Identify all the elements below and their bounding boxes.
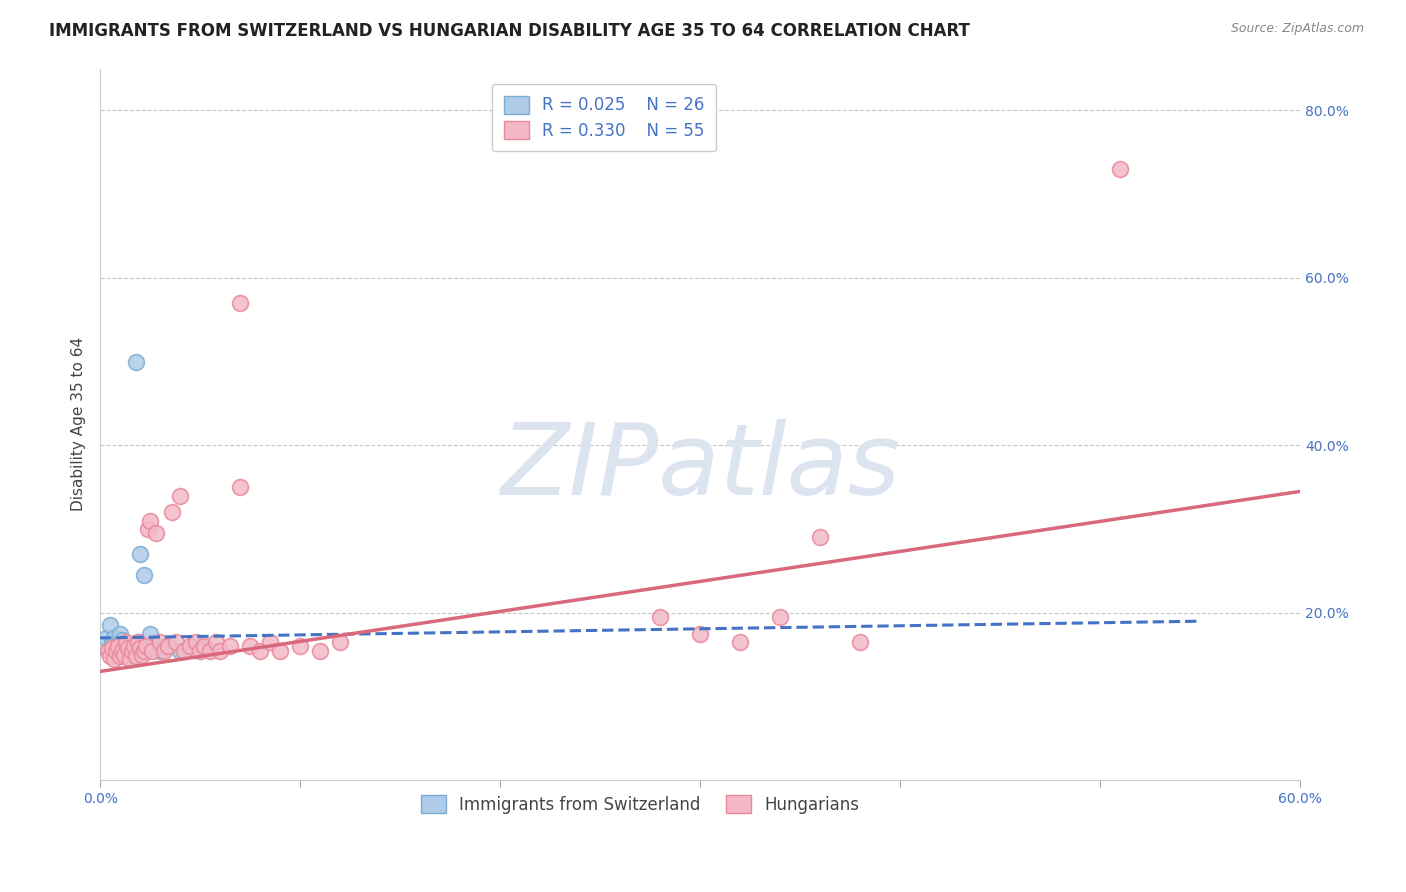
Point xyxy=(141,643,163,657)
Text: IMMIGRANTS FROM SWITZERLAND VS HUNGARIAN DISABILITY AGE 35 TO 64 CORRELATION CHA: IMMIGRANTS FROM SWITZERLAND VS HUNGARIAN… xyxy=(49,22,970,40)
Point xyxy=(107,648,129,662)
Point xyxy=(198,643,221,657)
Point xyxy=(184,635,207,649)
Point xyxy=(98,649,121,664)
Point xyxy=(121,652,143,666)
Point xyxy=(229,480,252,494)
Text: ZIPatlas: ZIPatlas xyxy=(501,418,900,516)
Point xyxy=(134,568,156,582)
Point xyxy=(120,643,142,657)
Point xyxy=(153,643,176,657)
Text: Source: ZipAtlas.com: Source: ZipAtlas.com xyxy=(1230,22,1364,36)
Point xyxy=(131,648,153,662)
Point xyxy=(108,626,131,640)
Point xyxy=(117,640,139,655)
Point xyxy=(111,643,134,657)
Point xyxy=(139,514,162,528)
Point xyxy=(728,635,751,649)
Point xyxy=(122,640,145,654)
Point xyxy=(117,638,139,652)
Point xyxy=(229,296,252,310)
Point xyxy=(98,618,121,632)
Point xyxy=(309,643,332,657)
Y-axis label: Disability Age 35 to 64: Disability Age 35 to 64 xyxy=(72,337,86,511)
Point xyxy=(188,640,211,654)
Point xyxy=(125,649,148,664)
Point xyxy=(648,610,671,624)
Point xyxy=(115,635,138,649)
Point xyxy=(188,643,211,657)
Point xyxy=(108,649,131,664)
Legend: Immigrants from Switzerland, Hungarians: Immigrants from Switzerland, Hungarians xyxy=(409,783,870,825)
Point xyxy=(111,632,134,647)
Point xyxy=(121,643,143,657)
Point xyxy=(136,522,159,536)
Point xyxy=(105,640,128,654)
Point xyxy=(160,505,183,519)
Point xyxy=(127,635,149,649)
Point xyxy=(97,643,120,657)
Point xyxy=(179,640,201,654)
Point xyxy=(125,640,148,655)
Point xyxy=(120,652,142,666)
Point xyxy=(209,643,232,657)
Point xyxy=(149,643,172,657)
Point xyxy=(249,643,271,657)
Point xyxy=(94,631,117,645)
Point xyxy=(153,640,176,654)
Point xyxy=(139,626,162,640)
Point xyxy=(259,635,281,649)
Point xyxy=(1109,161,1132,176)
Point xyxy=(689,626,711,640)
Point xyxy=(808,531,831,545)
Point xyxy=(149,635,172,649)
Point xyxy=(849,635,872,649)
Point xyxy=(329,635,352,649)
Point xyxy=(101,635,124,649)
Point xyxy=(157,640,180,654)
Point xyxy=(122,640,145,654)
Point xyxy=(145,526,167,541)
Point xyxy=(103,652,125,666)
Point xyxy=(173,643,195,657)
Point xyxy=(769,610,792,624)
Point xyxy=(169,643,191,657)
Point xyxy=(269,643,291,657)
Point xyxy=(125,354,148,368)
Point xyxy=(205,635,228,649)
Point xyxy=(127,635,149,649)
Point xyxy=(143,640,166,654)
Point xyxy=(107,640,129,654)
Point xyxy=(101,640,124,655)
Point xyxy=(239,640,262,654)
Point xyxy=(97,643,120,657)
Point xyxy=(129,547,152,561)
Point xyxy=(134,643,156,657)
Point xyxy=(112,643,135,657)
Point xyxy=(193,640,215,654)
Point xyxy=(135,640,157,654)
Point xyxy=(129,640,152,655)
Point xyxy=(115,649,138,664)
Point xyxy=(105,643,128,657)
Point xyxy=(219,640,242,654)
Point xyxy=(103,631,125,645)
Point xyxy=(169,489,191,503)
Point xyxy=(112,648,135,662)
Point xyxy=(165,635,187,649)
Point xyxy=(288,640,311,654)
